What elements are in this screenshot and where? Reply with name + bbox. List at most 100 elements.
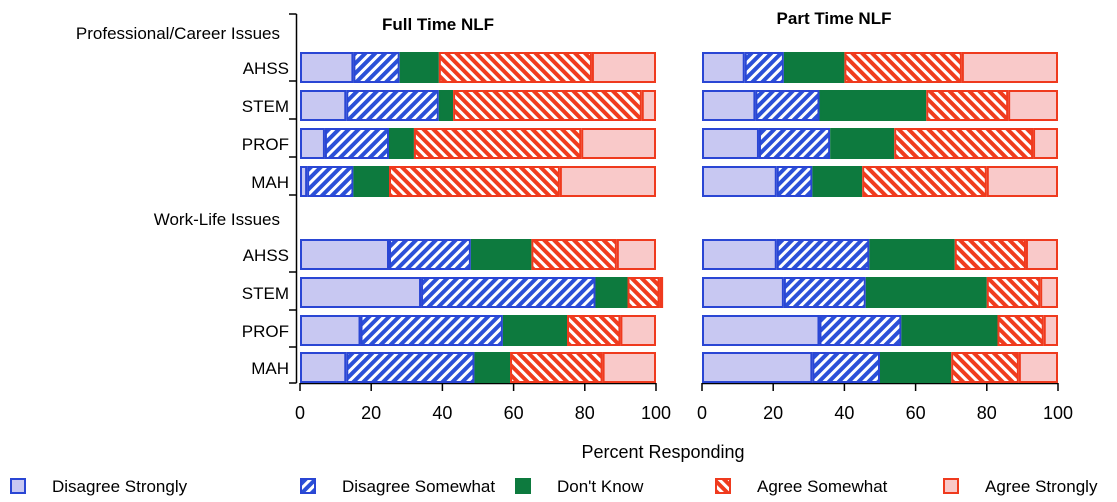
x-tick-label: 60 [906,403,926,423]
bar-disagree-strongly [300,90,347,121]
category-label: MAH [251,173,289,192]
bar-dont-know [880,352,952,383]
bar-disagree-strongly [300,352,347,383]
bar-agree-somewhat [413,128,582,159]
bar-agree-somewhat [954,239,1026,270]
group-label: Professional/Career Issues [76,24,280,43]
legend-label-dont-know: Don't Know [557,477,644,496]
bar-disagree-somewhat [421,277,596,308]
bar-disagree-strongly [702,315,820,346]
x-axis-label: Percent Responding [581,442,744,462]
axes-layer [289,13,1059,391]
legend-swatch-disagree-strongly [10,478,26,494]
bar-disagree-somewhat [819,315,902,346]
bar-agree-strongly [591,52,656,83]
bar-dont-know [595,277,628,308]
bar-disagree-somewhat [389,239,471,270]
bar-agree-strongly [961,52,1059,83]
x-tick-label: 40 [432,403,452,423]
bar-disagree-somewhat [324,128,390,159]
bar-agree-strongly [1008,90,1058,121]
category-label: PROF [242,135,289,154]
x-tick-label: 100 [1043,403,1073,423]
x-tick-label: 100 [641,403,671,423]
bar-agree-strongly [641,90,657,121]
bar-agree-strongly [559,166,657,197]
bar-agree-somewhat [926,90,1009,121]
legend-swatch-agree-somewhat [715,478,731,494]
bar-disagree-somewhat [744,52,784,83]
bar-agree-somewhat [567,315,621,346]
bar-disagree-somewhat [346,90,439,121]
labels-layer: AHSS STEM PROF MAH AHSS STEM PROF MAH Profession… [76,9,1073,462]
bar-agree-somewhat [986,277,1041,308]
bar-agree-somewhat [951,352,1019,383]
bar-agree-somewhat [844,52,962,83]
bar-disagree-somewhat [776,166,813,197]
bar-dont-know [819,90,927,121]
x-tick-label: 20 [763,403,783,423]
x-tick-label: 0 [697,403,707,423]
bar-agree-strongly [581,128,656,159]
bar-disagree-strongly [702,352,813,383]
bar-agree-strongly [986,166,1058,197]
bar-agree-somewhat [531,239,617,270]
bar-disagree-strongly [702,52,745,83]
bar-agree-somewhat [438,52,592,83]
x-tick-label: 40 [834,403,854,423]
category-label: AHSS [243,246,289,265]
legend-swatch-agree-strongly [943,478,959,494]
bar-disagree-somewhat [783,277,866,308]
bar-agree-strongly [1043,315,1059,346]
bar-agree-strongly [659,277,664,308]
bar-disagree-strongly [300,166,308,197]
bar-disagree-strongly [702,277,784,308]
bar-dont-know [474,352,511,383]
bar-dont-know [783,52,845,83]
bar-dont-know [865,277,987,308]
panel-title: Part Time NLF [777,9,892,28]
bar-disagree-somewhat [353,52,400,83]
bar-agree-somewhat [453,90,642,121]
legend-swatch-dont-know [515,478,531,494]
bar-disagree-strongly [300,52,354,83]
bar-dont-know [438,90,454,121]
bar-agree-strongly [602,352,656,383]
bar-disagree-strongly [702,90,756,121]
group-label: Work-Life Issues [154,210,280,229]
bar-disagree-strongly [300,315,361,346]
x-tick-label: 80 [977,403,997,423]
bar-agree-strongly [1025,239,1058,270]
bar-disagree-somewhat [758,128,831,159]
bar-dont-know [353,166,389,197]
bar-dont-know [502,315,568,346]
bar-agree-strongly [1033,128,1058,159]
category-label: MAH [251,359,289,378]
bar-disagree-somewhat [360,315,503,346]
bar-dont-know [470,239,532,270]
bar-agree-strongly [1018,352,1059,383]
bar-dont-know [869,239,955,270]
bar-dont-know [812,166,863,197]
bar-dont-know [830,128,895,159]
bar-dont-know [399,52,439,83]
x-tick-label: 60 [504,403,524,423]
bars-layer [300,52,1059,383]
bar-disagree-strongly [300,239,389,270]
panel-title: Full Time NLF [382,15,494,34]
bar-disagree-strongly [300,128,325,159]
legend-label-disagree-strongly: Disagree Strongly [52,477,188,496]
bar-disagree-strongly [702,239,777,270]
bar-disagree-strongly [702,166,777,197]
bar-disagree-somewhat [307,166,354,197]
x-tick-label: 80 [575,403,595,423]
bar-agree-strongly [620,315,657,346]
bar-agree-somewhat [894,128,1034,159]
bar-agree-strongly [616,239,657,270]
bar-disagree-strongly [300,277,422,308]
bar-disagree-somewhat [812,352,880,383]
legend-label-agree-strongly: Agree Strongly [985,477,1098,496]
legend: Disagree Strongly Disagree Somewhat Don't … [10,477,1098,496]
bar-agree-somewhat [997,315,1044,346]
